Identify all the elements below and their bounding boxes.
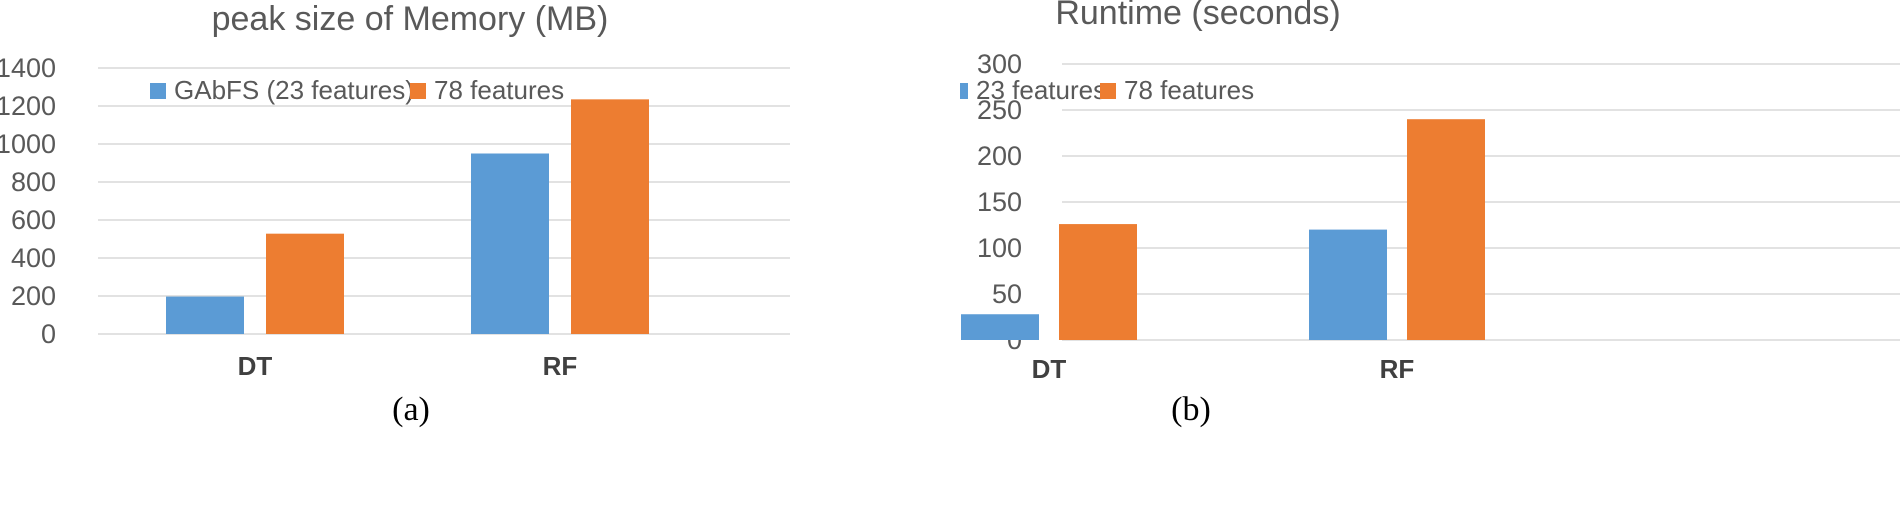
runtime-chart: Runtime (seconds)050100150200250300DTRF2… <box>952 0 1900 428</box>
y-tick-label: 200 <box>11 281 56 311</box>
y-tick-label: 0 <box>41 319 56 349</box>
x-tick-label: DT <box>238 351 273 381</box>
chart-title: peak size of Memory (MB) <box>212 0 609 38</box>
y-tick-label: 1200 <box>0 91 56 121</box>
legend-swatch <box>952 83 968 99</box>
legend-label: 78 features <box>1124 75 1254 105</box>
y-tick-label: 800 <box>11 167 56 197</box>
y-tick-label: 50 <box>992 279 1022 309</box>
x-tick-label: RF <box>543 351 578 381</box>
legend-swatch <box>1100 83 1116 99</box>
figure-caption: (b) <box>1171 391 1211 428</box>
bar-rf-series-2 <box>571 99 649 334</box>
y-tick-label: 600 <box>11 205 56 235</box>
bar-rf-series-2 <box>1407 119 1485 340</box>
legend-swatch <box>150 83 166 99</box>
bar-dt-series-1 <box>166 296 244 334</box>
memory-chart: peak size of Memory (MB) 0 200 400 600 800 100… <box>0 0 790 428</box>
y-tick-label: 100 <box>977 233 1022 263</box>
bar-dt-series-2 <box>266 233 344 334</box>
y-tick-label: 400 <box>11 243 56 273</box>
legend-label: 23 features <box>976 75 1106 105</box>
bar-rf-series-1 <box>1309 229 1387 340</box>
bar-dt-series-1 <box>961 314 1039 340</box>
memory-chart-panel: peak size of Memory (MB) 0 200 400 600 800 100… <box>0 0 790 428</box>
x-tick-label: DT <box>1032 354 1067 384</box>
legend-swatch <box>410 83 426 99</box>
figure-caption: (a) <box>392 391 430 428</box>
y-tick-label: 200 <box>977 141 1022 171</box>
y-tick-label: 300 <box>977 49 1022 79</box>
bar-rf-series-1 <box>471 153 549 334</box>
runtime-chart-panel: Runtime (seconds)050100150200250300DTRF2… <box>952 0 1900 519</box>
chart-title: Runtime (seconds) <box>1055 0 1340 32</box>
bar-dt-series-2 <box>1059 224 1137 340</box>
y-tick-label: 1000 <box>0 129 56 159</box>
x-tick-label: RF <box>1380 354 1415 384</box>
y-tick-label: 250 <box>977 95 1022 125</box>
y-tick-label: 150 <box>977 187 1022 217</box>
y-tick-label: 1400 <box>0 53 56 83</box>
legend-label: GAbFS (23 features) <box>174 75 414 105</box>
legend-label: 78 features <box>434 75 564 105</box>
